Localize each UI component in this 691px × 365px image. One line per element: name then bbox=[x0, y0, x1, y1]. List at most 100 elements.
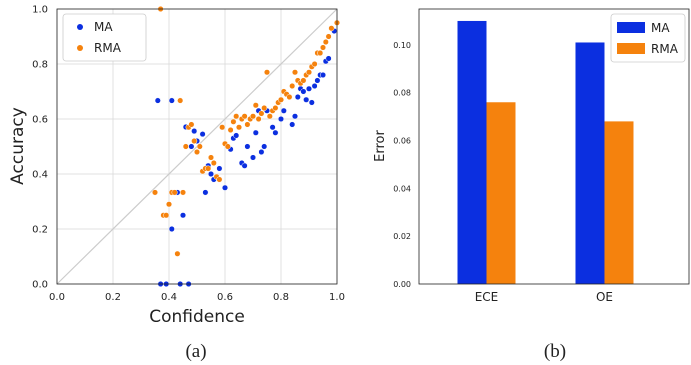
rma-point bbox=[216, 176, 223, 183]
rma-point bbox=[151, 189, 159, 196]
category-label: OE bbox=[596, 290, 613, 304]
rma-bar-ece bbox=[486, 102, 516, 285]
reliability-scatter-chart: 0.0 0.2 0.4 0.6 0.8 1.0 0.0 0.2 0.4 0.6 0.8 1.0 Co… bbox=[8, 5, 345, 363]
rma-point bbox=[163, 212, 170, 219]
y-axis-label-b: Error bbox=[373, 130, 388, 162]
x-tick-label: 0.4 bbox=[161, 292, 177, 303]
legend-label-rma-b: RMA bbox=[651, 42, 679, 56]
ma-point bbox=[241, 162, 248, 169]
caption-a: (a) bbox=[185, 341, 206, 362]
rma-point bbox=[277, 96, 285, 103]
y-tick-label: 0.2 bbox=[32, 225, 48, 236]
rma-point bbox=[179, 189, 187, 196]
rma-point bbox=[241, 113, 248, 120]
bars-b bbox=[457, 20, 634, 285]
rma-point bbox=[210, 159, 217, 167]
rma-point bbox=[207, 154, 215, 161]
rma-point bbox=[235, 124, 243, 131]
rma-point bbox=[261, 104, 268, 112]
ma-point bbox=[272, 129, 279, 136]
rma-point bbox=[322, 38, 329, 46]
ma-point bbox=[168, 225, 175, 233]
rma-point bbox=[244, 121, 251, 128]
rma-point bbox=[171, 189, 178, 196]
ma-point bbox=[291, 113, 299, 120]
legend-a: MA RMA bbox=[62, 13, 147, 62]
legend-label-ma-a: MA bbox=[94, 20, 113, 34]
ma-point bbox=[308, 99, 315, 106]
rma-point bbox=[205, 165, 212, 172]
x-tick-label: 0.2 bbox=[105, 292, 121, 303]
ma-point bbox=[277, 115, 285, 123]
ma-point bbox=[300, 88, 307, 95]
rma-point bbox=[317, 49, 324, 57]
y-tick-label: 0.02 bbox=[393, 232, 411, 241]
ma-point bbox=[280, 107, 287, 114]
ma-point bbox=[216, 165, 223, 172]
rma-point bbox=[193, 148, 201, 156]
rma-point bbox=[191, 137, 198, 145]
rma-point bbox=[263, 69, 271, 76]
rma-point bbox=[174, 250, 181, 257]
ma-point bbox=[311, 82, 318, 90]
rma-point bbox=[272, 104, 279, 112]
legend-marker-rma-a bbox=[77, 45, 83, 51]
ma-point bbox=[303, 96, 310, 103]
ma-point bbox=[191, 128, 198, 135]
x-tick-label: 0.6 bbox=[217, 292, 233, 303]
data-points-a bbox=[151, 5, 341, 288]
y-tick-labels-a: 0.0 0.2 0.4 0.6 0.8 1.0 bbox=[32, 5, 48, 291]
y-tick-label: 0.4 bbox=[32, 170, 48, 181]
rma-point bbox=[328, 25, 335, 32]
ma-point bbox=[202, 189, 209, 196]
ma-point bbox=[168, 97, 175, 104]
rma-bar-oe bbox=[604, 121, 634, 285]
rma-point bbox=[286, 93, 293, 101]
plot-frame-a bbox=[56, 8, 338, 285]
ma-point bbox=[179, 212, 187, 219]
rma-point bbox=[227, 126, 234, 134]
legend-label-rma-a: RMA bbox=[94, 41, 122, 55]
ma-point bbox=[314, 77, 321, 84]
ma-bar-oe bbox=[575, 42, 605, 285]
grid-lines-a bbox=[56, 8, 338, 285]
y-tick-label: 0.06 bbox=[393, 137, 411, 146]
ma-point bbox=[199, 131, 206, 138]
x-tick-label: 1.0 bbox=[329, 292, 345, 303]
y-tick-label: 0.04 bbox=[393, 184, 411, 193]
rma-point bbox=[224, 143, 231, 150]
ma-point bbox=[294, 93, 301, 101]
y-tick-labels-b: 0.00 0.02 0.04 0.06 0.08 0.10 bbox=[393, 41, 411, 289]
rma-point bbox=[266, 113, 273, 120]
ma-point bbox=[207, 170, 215, 178]
x-axis-label-a: Confidence bbox=[149, 307, 245, 327]
x-tick-labels-a: 0.0 0.2 0.4 0.6 0.8 1.0 bbox=[49, 292, 345, 303]
plot-frame-b bbox=[418, 8, 690, 285]
ma-point bbox=[305, 85, 313, 92]
caption-b: (b) bbox=[544, 341, 566, 362]
rma-point bbox=[255, 115, 262, 123]
ma-point bbox=[258, 148, 265, 156]
rma-point bbox=[219, 124, 226, 131]
legend-swatch-ma-b bbox=[617, 22, 645, 33]
ma-point bbox=[289, 121, 296, 128]
legend-label-ma-b: MA bbox=[651, 21, 670, 35]
ma-point bbox=[233, 132, 240, 139]
y-tick-label: 0.0 bbox=[32, 280, 48, 291]
rma-point bbox=[188, 121, 195, 128]
ma-point bbox=[154, 97, 161, 104]
ma-bar-ece bbox=[457, 20, 487, 285]
rma-point bbox=[300, 77, 307, 84]
legend-box-a bbox=[62, 13, 147, 62]
x-tick-labels-b: ECE OE bbox=[475, 290, 613, 304]
rma-point bbox=[252, 102, 259, 109]
ma-point bbox=[261, 143, 268, 150]
y-tick-label: 0.6 bbox=[32, 115, 48, 126]
rma-point bbox=[233, 113, 240, 120]
y-tick-label: 1.0 bbox=[32, 5, 48, 16]
rma-point bbox=[177, 97, 184, 104]
rma-point bbox=[165, 201, 173, 208]
rma-point bbox=[182, 143, 189, 150]
ma-point bbox=[244, 143, 251, 150]
rma-point bbox=[249, 113, 257, 120]
